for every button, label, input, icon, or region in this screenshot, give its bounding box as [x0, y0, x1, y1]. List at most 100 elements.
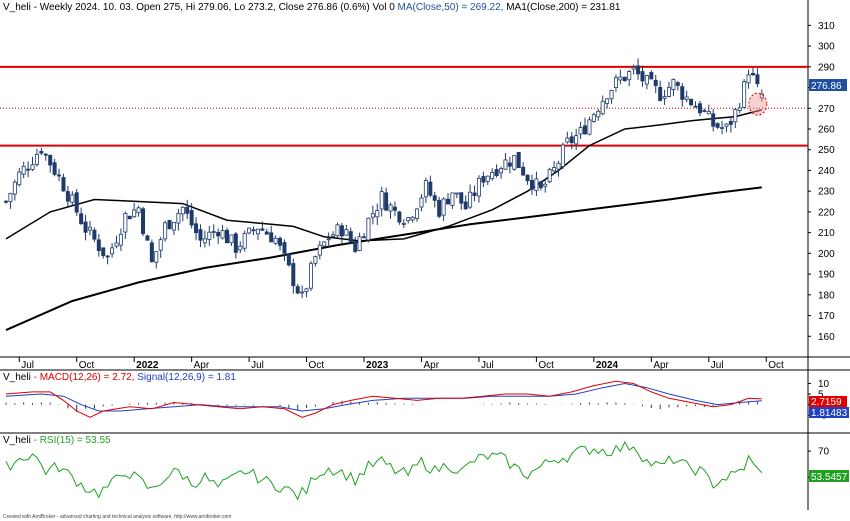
candle-body	[21, 165, 26, 175]
candle-body	[556, 162, 561, 170]
price-tick-label: 300	[818, 42, 835, 53]
price-horizontal-lines	[0, 65, 808, 147]
candle-body	[459, 192, 464, 204]
candle-body	[185, 206, 190, 214]
candle-body	[83, 221, 88, 233]
candle-body	[251, 229, 256, 232]
candle-body	[167, 220, 172, 230]
macd-tick-label: 10	[818, 379, 830, 390]
candle-body	[534, 178, 539, 191]
candle-body	[335, 224, 340, 237]
candle-body	[516, 151, 521, 169]
candle-body	[353, 241, 358, 252]
candle-body	[658, 86, 663, 101]
candle-body	[198, 229, 203, 241]
candle-body	[211, 231, 216, 233]
rsi-badge-text: 53.5457	[811, 472, 848, 483]
candle-body	[653, 79, 658, 86]
date-tick-label: Oct	[309, 360, 325, 371]
price-header: V_heli - Weekly 2024. 10. 03. Open 275, …	[3, 2, 621, 13]
candle-body	[644, 75, 649, 85]
candle-body	[158, 239, 163, 251]
ma200-label: MA1(Close,200) = 231.81	[506, 2, 621, 13]
date-tick-label: Apr	[423, 360, 439, 371]
candle-body	[410, 216, 415, 221]
candle-body	[596, 110, 601, 118]
candle-body	[583, 125, 588, 135]
price-tick-label: 180	[818, 290, 835, 301]
candle-body	[720, 127, 725, 129]
candles	[4, 58, 764, 299]
candle-body	[87, 226, 92, 231]
ma50-line	[5, 109, 762, 242]
candle-body	[278, 237, 283, 246]
candle-body	[17, 171, 22, 186]
candle-body	[543, 183, 548, 187]
candle-body	[317, 244, 322, 256]
candle-body	[728, 121, 733, 125]
candle-body	[34, 153, 39, 165]
candle-body	[746, 74, 751, 84]
candle-body	[331, 234, 336, 237]
candle-body	[525, 174, 530, 182]
candle-body	[689, 98, 694, 106]
price-tick-label: 170	[818, 311, 835, 322]
candle-body	[101, 247, 106, 256]
candle-body	[636, 65, 641, 75]
candle-body	[609, 90, 614, 100]
candle-body	[697, 103, 702, 114]
candle-body	[194, 223, 199, 234]
candle-body	[357, 236, 362, 251]
rsi-label: - RSI(15) = 53.55	[31, 435, 111, 446]
candle-body	[476, 177, 481, 197]
candle-body	[61, 177, 66, 192]
candle-body	[132, 209, 137, 218]
date-tick-label: Jul	[251, 360, 264, 371]
candle-body	[30, 164, 35, 170]
candle-body	[742, 81, 747, 108]
candle-body	[379, 191, 384, 210]
date-tick-label: Oct	[538, 360, 554, 371]
candle-body	[92, 229, 97, 240]
candle-body	[149, 242, 154, 263]
candle-body	[445, 198, 450, 205]
candle-body	[180, 206, 185, 215]
candle-body	[384, 192, 389, 211]
candle-body	[127, 215, 132, 220]
candle-body	[313, 256, 318, 264]
ma200-line	[5, 186, 762, 332]
candle-body	[622, 76, 627, 82]
candle-body	[428, 181, 433, 196]
candle-body	[154, 251, 159, 263]
candle-body	[578, 127, 583, 135]
candle-body	[163, 222, 168, 240]
candle-body	[750, 72, 755, 76]
candle-body	[322, 241, 327, 247]
candle-body	[189, 210, 194, 226]
candle-body	[591, 114, 596, 122]
candle-body	[176, 213, 181, 224]
date-tick-label: 2022	[136, 360, 159, 371]
candle-body	[463, 201, 468, 210]
candle-body	[269, 232, 274, 243]
candle-body	[229, 234, 234, 244]
candle-body	[339, 225, 344, 237]
candle-body	[145, 235, 150, 241]
candle-body	[260, 228, 265, 231]
candle-body	[675, 82, 680, 86]
rsi-tick-label: 70	[818, 447, 830, 458]
candle-body	[565, 137, 570, 143]
candle-body	[494, 169, 499, 176]
candle-body	[600, 100, 605, 115]
candle-body	[39, 150, 44, 154]
candle-body	[8, 193, 13, 203]
price-tick-label: 210	[818, 228, 835, 239]
date-tick-label: Apr	[194, 360, 210, 371]
candle-body	[300, 291, 305, 294]
candle-body	[96, 239, 101, 252]
rsi-line	[5, 440, 763, 501]
candle-body	[552, 167, 557, 172]
date-tick-label: Oct	[768, 360, 784, 371]
candle-body	[529, 179, 534, 190]
